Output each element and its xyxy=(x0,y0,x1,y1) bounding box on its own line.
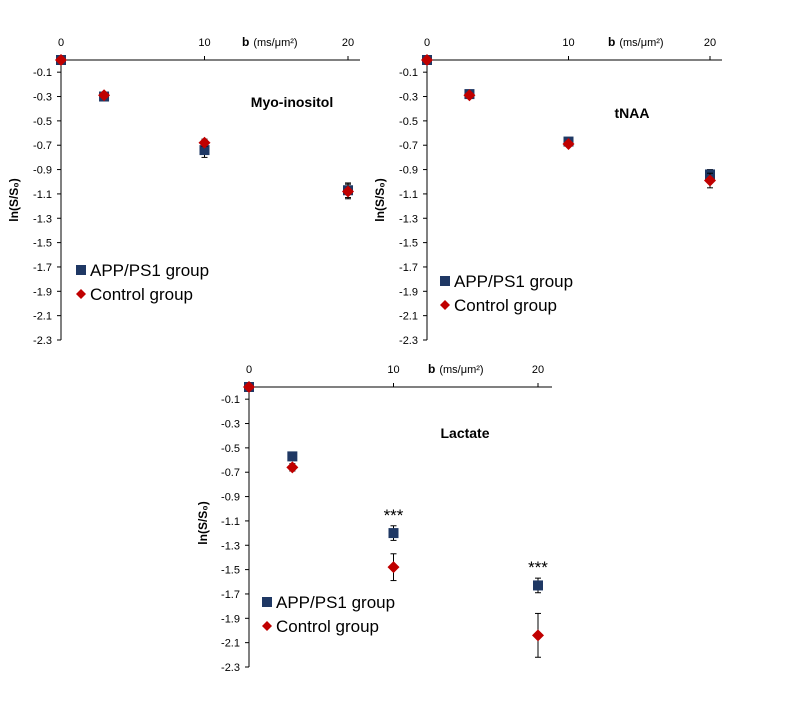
y-tick-label: -0.7 xyxy=(399,140,418,152)
y-tick-label: -2.3 xyxy=(221,662,240,674)
data-point-control xyxy=(198,136,211,149)
data-point-control xyxy=(98,89,111,102)
y-tick-label: -1.7 xyxy=(399,262,418,274)
x-axis-label-symbol: b xyxy=(242,35,249,49)
data-point-control xyxy=(342,185,354,198)
legend-label-app-ps1: APP/PS1 group xyxy=(276,593,395,612)
data-point-control xyxy=(532,629,544,642)
legend-label-control: Control group xyxy=(90,285,193,304)
y-tick-label: -1.3 xyxy=(33,213,52,225)
data-point-app-ps1 xyxy=(533,580,543,591)
y-tick-label: -0.5 xyxy=(221,443,240,455)
data-point-control xyxy=(421,54,433,66)
legend-marker-app-ps1 xyxy=(262,597,272,607)
significance-annotation: *** xyxy=(528,558,548,577)
y-axis-label: ln(S/S₀) xyxy=(373,178,387,221)
data-point-app-ps1 xyxy=(287,451,298,462)
x-tick-label: 0 xyxy=(424,37,430,49)
y-tick-label: -1.7 xyxy=(33,262,52,274)
x-tick-label: 10 xyxy=(387,364,399,376)
chart-title: Myo-inositol xyxy=(251,94,333,110)
y-tick-label: -1.3 xyxy=(399,213,418,225)
x-axis-label: b (ms/μm²) xyxy=(608,35,664,49)
x-axis-label-symbol: b xyxy=(428,362,435,376)
y-tick-label: -0.3 xyxy=(399,92,418,104)
x-tick-label: 10 xyxy=(562,37,574,49)
chart-title: Lactate xyxy=(440,425,489,441)
legend-label-app-ps1: APP/PS1 group xyxy=(90,261,209,280)
legend-label-app-ps1: APP/PS1 group xyxy=(454,272,573,291)
y-tick-label: -0.9 xyxy=(221,492,240,504)
data-point-control xyxy=(243,381,255,393)
y-tick-label: -0.5 xyxy=(33,116,52,128)
y-tick-label: -2.3 xyxy=(399,335,418,347)
significance-annotation: *** xyxy=(384,506,404,525)
y-tick-label: -1.5 xyxy=(221,565,240,577)
x-axis-label-unit: (ms/μm²) xyxy=(253,37,297,49)
x-axis-label-symbol: b xyxy=(608,35,615,49)
chart-panel-tnaa: -0.1 -0.3 -0.5 -0.7 -0.9 -1.1 -1.3 -1.5 -1.7 -1.9… xyxy=(373,35,722,347)
x-tick-label: 0 xyxy=(58,37,64,49)
y-tick-label: -1.7 xyxy=(221,589,240,601)
y-tick-label: -0.1 xyxy=(221,394,240,406)
x-axis-label: b (ms/μm²) xyxy=(242,35,298,49)
y-tick-label: -2.1 xyxy=(221,638,240,650)
x-axis-label: b (ms/μm²) xyxy=(428,362,484,376)
y-tick-label: -0.9 xyxy=(399,165,418,177)
legend-marker-control xyxy=(440,300,450,310)
data-point-control xyxy=(704,174,716,187)
y-tick-label: -1.9 xyxy=(399,286,418,298)
x-tick-label: 20 xyxy=(704,37,716,49)
x-tick-label: 0 xyxy=(246,364,252,376)
y-tick-label: -0.1 xyxy=(33,67,52,79)
data-point-control xyxy=(562,138,575,150)
y-tick-label: -1.5 xyxy=(399,238,418,250)
x-axis-label-unit: (ms/μm²) xyxy=(619,37,663,49)
data-point-app-ps1 xyxy=(199,145,210,156)
y-tick-label: -1.1 xyxy=(399,189,418,201)
y-tick-label: -0.1 xyxy=(399,67,418,79)
legend-marker-app-ps1 xyxy=(440,276,450,286)
y-tick-label: -0.3 xyxy=(33,92,52,104)
legend-label-control: Control group xyxy=(454,296,557,315)
y-axis-label: ln(S/S₀) xyxy=(7,178,21,221)
y-axis-label: ln(S/S₀) xyxy=(196,501,210,544)
data-point-app-ps1 xyxy=(388,528,399,539)
y-tick-label: -1.3 xyxy=(221,540,240,552)
y-tick-label: -1.1 xyxy=(221,516,240,528)
y-tick-label: -1.9 xyxy=(33,286,52,298)
data-point-control xyxy=(55,54,67,66)
x-axis-label-unit: (ms/μm²) xyxy=(439,364,483,376)
y-tick-label: -0.9 xyxy=(33,165,52,177)
y-tick-label: -2.3 xyxy=(33,335,52,347)
legend-marker-app-ps1 xyxy=(76,265,86,275)
chart-title: tNAA xyxy=(615,105,650,121)
y-tick-label: -2.1 xyxy=(33,311,52,323)
y-tick-label: -0.3 xyxy=(221,419,240,431)
legend-marker-control xyxy=(76,289,86,299)
chart-panel-myo-inositol: -0.1 -0.3 -0.5 -0.7 -0.9 -1.1 -1.3 -1.5 -1.7 -1.9… xyxy=(7,35,360,347)
data-point-control xyxy=(387,561,400,574)
y-tick-label: -1.9 xyxy=(221,613,240,625)
x-tick-label: 20 xyxy=(532,364,544,376)
y-tick-label: -0.7 xyxy=(221,467,240,479)
legend-label-control: Control group xyxy=(276,617,379,636)
y-tick-label: -0.7 xyxy=(33,140,52,152)
x-tick-label: 10 xyxy=(198,37,210,49)
x-tick-label: 20 xyxy=(342,37,354,49)
y-tick-label: -1.1 xyxy=(33,189,52,201)
y-tick-label: -2.1 xyxy=(399,311,418,323)
chart-panel-lactate: -0.1 -0.3 -0.5 -0.7 -0.9 -1.1 -1.3 -1.5 -1.7 -1.9… xyxy=(196,362,552,674)
legend-marker-control xyxy=(262,621,272,631)
y-tick-label: -1.5 xyxy=(33,238,52,250)
y-tick-label: -0.5 xyxy=(399,116,418,128)
data-point-control xyxy=(286,461,299,474)
data-point-control xyxy=(463,89,476,102)
